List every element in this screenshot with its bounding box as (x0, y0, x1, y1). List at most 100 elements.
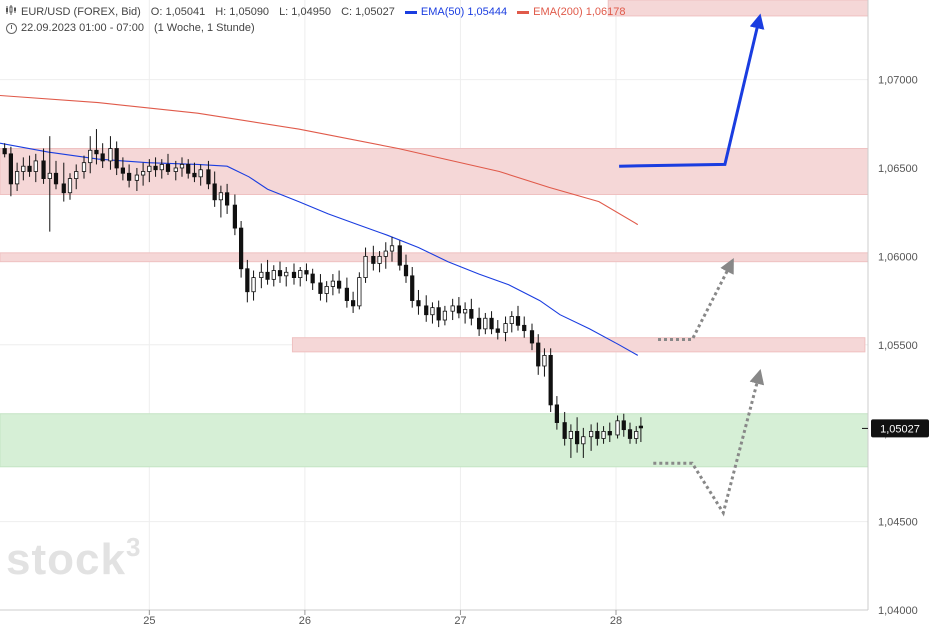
candle-body (61, 183, 66, 194)
candle (536, 334, 541, 375)
candle (198, 164, 203, 186)
candle (548, 348, 553, 412)
candle (224, 183, 230, 214)
ema200-legend[interactable]: EMA(200) 1,06178 (517, 4, 625, 20)
candle-body (515, 316, 521, 326)
candle-body (147, 165, 152, 172)
candle-body (371, 255, 376, 264)
candle (238, 221, 244, 278)
candle-body (363, 255, 368, 278)
candle (173, 160, 178, 181)
candle-body (607, 431, 612, 436)
candle-body (383, 250, 388, 257)
candle (410, 266, 415, 308)
candle-body (615, 420, 620, 436)
candle-body (153, 165, 158, 171)
candle (120, 157, 126, 181)
candle-body (595, 431, 600, 439)
candle (529, 323, 535, 351)
candle-body (53, 172, 59, 185)
chart-header: EUR/USD (FOREX, Bid) O: 1,05041 H: 1,050… (6, 4, 625, 36)
candle-body (114, 148, 119, 169)
candle (33, 153, 38, 183)
x-tick-label: 28 (610, 615, 622, 627)
candle-body (134, 174, 140, 181)
y-tick-label: 1,06500 (878, 163, 918, 175)
candle-body (638, 425, 644, 429)
candle-body (350, 300, 356, 307)
candle-body (389, 245, 395, 252)
candle-body (165, 164, 171, 172)
y-tick-label: 1,05500 (878, 340, 918, 352)
y-tick-label: 1,07000 (878, 75, 918, 87)
candle (469, 298, 474, 326)
candle-body (450, 305, 455, 312)
candle (436, 300, 441, 328)
candle (232, 194, 238, 236)
candle (509, 311, 514, 333)
candle (165, 153, 171, 176)
candle (595, 422, 600, 446)
candle-body (198, 169, 203, 178)
candle (515, 305, 521, 331)
candle-body (462, 309, 468, 314)
candle (476, 307, 482, 336)
candle-body (192, 172, 197, 178)
candle-body (522, 324, 527, 332)
candle (251, 270, 256, 301)
candle-body (159, 164, 164, 171)
candle (416, 289, 421, 315)
candle (88, 136, 93, 174)
candle-body (120, 167, 126, 174)
candle-body (483, 317, 488, 330)
x-tick-label: 26 (299, 615, 311, 627)
candle (127, 164, 132, 188)
resistance-zone (291, 337, 866, 353)
candle-body (330, 280, 335, 287)
candle (542, 348, 547, 377)
candle (389, 236, 395, 262)
alternative-scenario-arrow (653, 368, 765, 517)
candle (495, 320, 500, 340)
candle (100, 143, 105, 168)
candle-body (74, 171, 79, 179)
candle-body (357, 277, 362, 307)
candle (81, 155, 87, 179)
candle-body (265, 271, 270, 280)
open-value: O: 1,05041 (150, 6, 206, 18)
candle-body (442, 310, 447, 321)
candle-body (503, 323, 508, 333)
candle (21, 157, 26, 181)
ema50-label: EMA(50) (420, 6, 465, 18)
ema50-legend[interactable]: EMA(50) 1,05444 (404, 4, 508, 20)
candle (218, 185, 224, 218)
last-price-badge (871, 419, 929, 438)
candle (430, 302, 435, 324)
alternative-scenario-arrow (658, 258, 734, 341)
ema50-value: 1,05444 (467, 6, 508, 18)
candle (61, 162, 66, 202)
candle-body (47, 172, 52, 179)
candle (74, 164, 79, 190)
candle (259, 263, 264, 289)
ema200-value: 1,06178 (585, 6, 626, 18)
candle-body (344, 287, 349, 301)
candle (575, 417, 580, 453)
candle-body (277, 270, 283, 277)
candle (271, 265, 276, 287)
candle (310, 268, 315, 290)
candle (522, 316, 527, 338)
candle-body (259, 271, 264, 278)
candle (589, 424, 594, 451)
y-tick-label: 1,04000 (878, 605, 918, 617)
candle (377, 251, 382, 273)
candle (147, 159, 152, 183)
candle-body (81, 162, 87, 172)
candle-body (271, 270, 276, 280)
candle (627, 422, 633, 444)
candle-body (100, 153, 105, 162)
interval-label: (1 Woche, 1 Stunde) (153, 22, 255, 34)
candle-body (589, 431, 594, 438)
candle-body (430, 307, 435, 316)
candle-body (436, 307, 441, 321)
